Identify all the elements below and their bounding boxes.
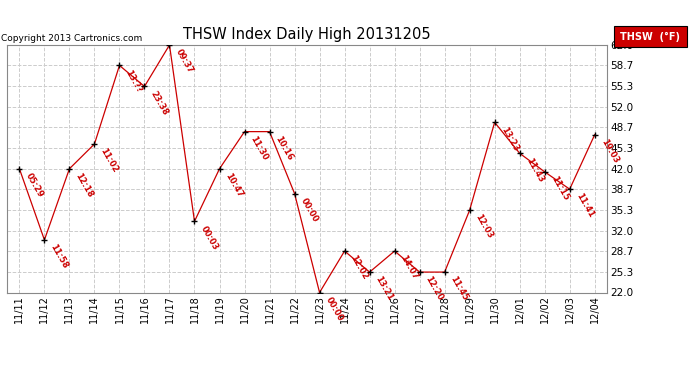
Text: 12:18: 12:18 (74, 171, 95, 199)
Text: 00:00: 00:00 (299, 196, 319, 223)
Text: 00:03: 00:03 (199, 224, 219, 252)
Text: 19:03: 19:03 (599, 138, 620, 165)
Text: 10:16: 10:16 (274, 134, 295, 162)
Text: 23:38: 23:38 (148, 89, 170, 117)
Text: 10:47: 10:47 (224, 171, 245, 199)
Text: THSW  (°F): THSW (°F) (620, 32, 680, 42)
Text: 12:03: 12:03 (474, 213, 495, 240)
Text: 00:00: 00:00 (324, 295, 345, 322)
Text: Copyright 2013 Cartronics.com: Copyright 2013 Cartronics.com (1, 33, 142, 42)
Title: THSW Index Daily High 20131205: THSW Index Daily High 20131205 (184, 27, 431, 42)
Text: 05:29: 05:29 (23, 171, 45, 199)
Text: 13:21: 13:21 (374, 275, 395, 303)
Text: 09:37: 09:37 (174, 48, 195, 75)
Text: 11:45: 11:45 (448, 275, 470, 303)
Text: 14:07: 14:07 (399, 254, 420, 281)
Text: 13:??: 13:?? (124, 68, 144, 94)
Text: 11:58: 11:58 (48, 243, 70, 270)
Text: 12:02: 12:02 (348, 254, 370, 282)
Text: 12:20: 12:20 (424, 275, 445, 303)
Text: 11:02: 11:02 (99, 147, 120, 174)
Text: 11:43: 11:43 (524, 156, 545, 184)
Text: 13:23: 13:23 (499, 125, 520, 153)
Text: 11:15: 11:15 (549, 175, 570, 202)
Text: 11:41: 11:41 (574, 192, 595, 220)
Text: 11:30: 11:30 (248, 134, 270, 162)
